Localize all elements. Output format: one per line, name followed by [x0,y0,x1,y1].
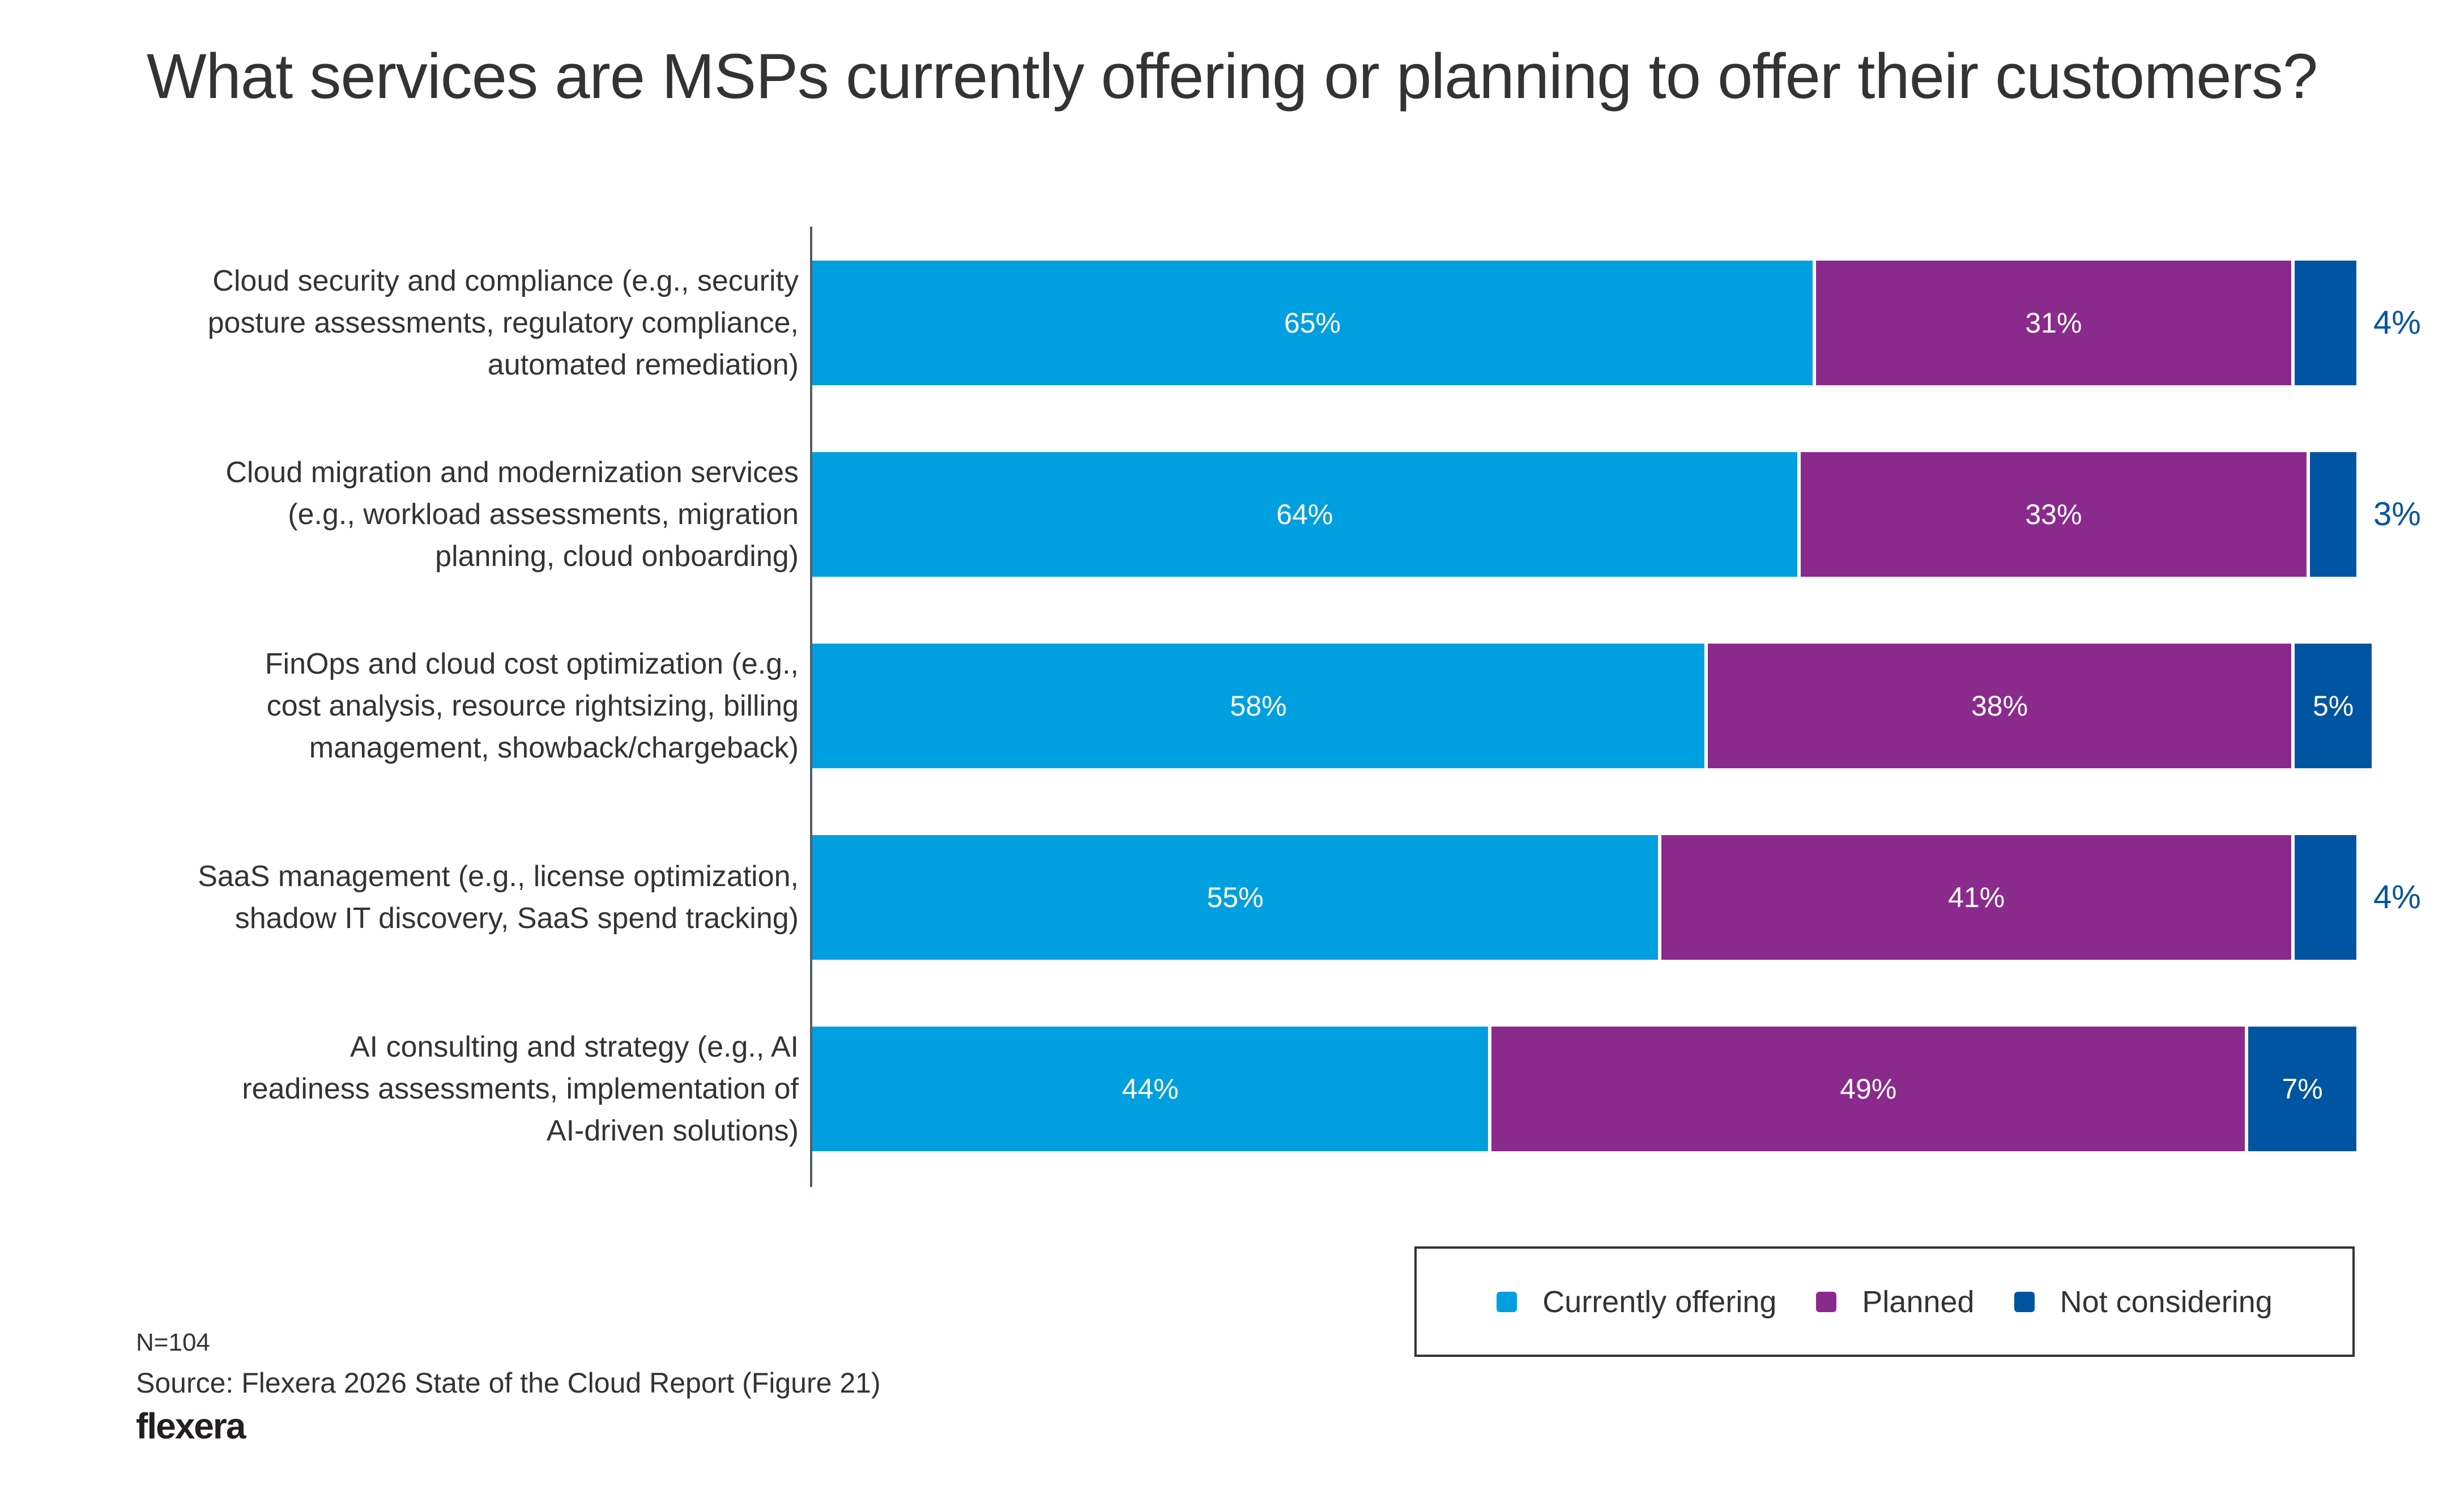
category-label-line: readiness assessments, implementation of [242,1072,799,1105]
legend-swatch-planned [1816,1291,1837,1312]
legend: Currently offering Planned Not consideri… [1414,1246,2355,1357]
category-label-line: cost analysis, resource rightsizing, bil… [266,689,799,722]
category-label-line: AI consulting and strategy (e.g., AI [349,1031,799,1063]
data-label: 55% [1207,882,1264,913]
data-label: 33% [2025,499,2082,530]
legend-item-currently-offering: Currently offering [1497,1284,1776,1320]
chart-title: What services are MSPs currently offerin… [146,41,2318,112]
legend-item-not-considering: Not considering [2014,1284,2273,1320]
data-label: 65% [1284,307,1341,339]
flexera-logo: flexera [136,1406,246,1446]
category-label-line: shadow IT discovery, SaaS spend tracking… [235,902,799,935]
bar-segment-planned: 49% [1491,1027,2245,1151]
category-label-line: Cloud migration and modernization servic… [225,456,799,489]
data-label: 31% [2025,307,2082,339]
category-label-line: planning, cloud onboarding) [435,540,799,573]
bar-segment-not-considering: 5% [2294,644,2372,768]
data-label: 38% [1971,690,2028,722]
bar-segment-currently-offering: 55% [812,835,1659,960]
data-label: 44% [1122,1073,1179,1105]
data-label: 41% [1948,882,2005,913]
bar-segment-currently-offering: 64% [812,452,1797,577]
legend-swatch-not-considering [2014,1291,2035,1312]
bar-segment-planned: 38% [1708,644,2291,768]
bar-segment-currently-offering: 44% [812,1027,1489,1151]
legend-label: Planned [1862,1284,1975,1319]
category-label-line: SaaS management (e.g., license optimizat… [198,860,799,893]
category-label-line: FinOps and cloud cost optimization (e.g.… [265,648,799,680]
category-label-line: management, showback/chargeback) [309,731,799,764]
y-axis-line [810,227,812,1187]
data-label-outside: 4% [2373,879,2421,916]
legend-label: Currently offering [1542,1284,1777,1319]
data-label: 64% [1276,499,1333,530]
category-label: Cloud security and compliance (e.g., sec… [62,260,799,386]
bar-segment-not-considering: 7% [2248,1027,2356,1151]
category-label: SaaS management (e.g., license optimizat… [62,855,799,939]
category-label-line: posture assessments, regulatory complian… [207,307,799,339]
category-label-line: (e.g., workload assessments, migration [288,498,799,531]
category-label: AI consulting and strategy (e.g., AI read… [62,1026,799,1152]
bar-segment-currently-offering: 65% [812,261,1813,385]
category-label: FinOps and cloud cost optimization (e.g.… [62,643,799,769]
category-label-line: AI-driven solutions) [546,1114,799,1147]
category-label: Cloud migration and modernization servic… [62,452,799,577]
bar-segment-planned: 31% [1815,261,2291,385]
bar-segment-not-considering [2294,835,2356,960]
data-label: 5% [2312,690,2354,722]
legend-item-planned: Planned [1816,1284,1975,1320]
data-label: 7% [2282,1073,2323,1105]
data-label: 58% [1230,690,1287,722]
bar-segment-planned: 33% [1800,452,2307,577]
source-note: Source: Flexera 2026 State of the Cloud … [136,1367,881,1399]
category-label-line: Cloud security and compliance (e.g., sec… [212,265,799,297]
sample-size-note: N=104 [136,1329,210,1356]
data-label: 49% [1840,1073,1897,1105]
data-label-outside: 3% [2373,496,2421,533]
bar-segment-currently-offering: 58% [812,644,1705,768]
legend-swatch-currently-offering [1497,1291,1517,1312]
legend-label: Not considering [2060,1284,2273,1319]
bar-segment-planned: 41% [1661,835,2291,960]
bar-segment-not-considering [2294,261,2356,385]
bar-segment-not-considering [2310,452,2356,577]
data-label-outside: 4% [2373,304,2421,341]
category-label-line: automated remediation) [487,348,799,381]
